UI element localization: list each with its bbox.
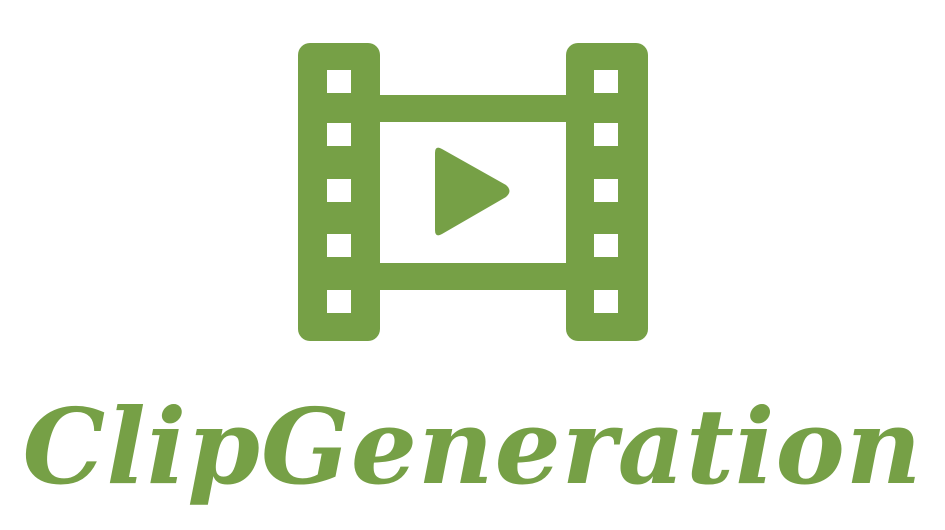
brand-name: ClipGeneration	[22, 385, 923, 508]
film-strip-play-icon	[298, 43, 648, 341]
